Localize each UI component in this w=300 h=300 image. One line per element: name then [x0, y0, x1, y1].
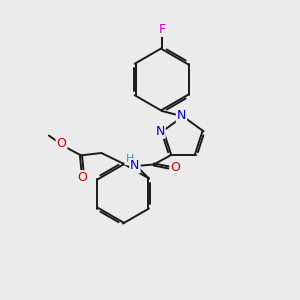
- Text: H: H: [126, 154, 134, 164]
- Text: O: O: [170, 161, 180, 174]
- Text: N: N: [155, 125, 165, 138]
- Text: N: N: [177, 109, 186, 122]
- Text: O: O: [78, 171, 87, 184]
- Text: O: O: [57, 137, 66, 150]
- Text: F: F: [158, 23, 166, 36]
- Text: N: N: [130, 160, 140, 172]
